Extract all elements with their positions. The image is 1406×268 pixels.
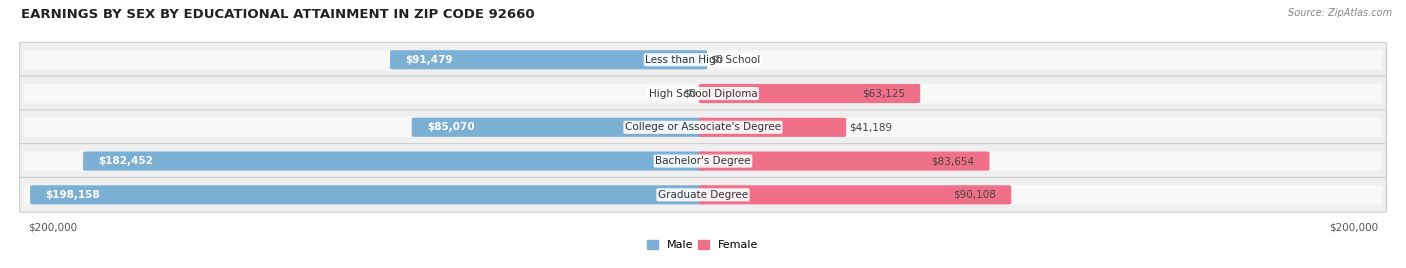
FancyBboxPatch shape — [699, 84, 920, 103]
FancyBboxPatch shape — [389, 50, 707, 69]
Text: EARNINGS BY SEX BY EDUCATIONAL ATTAINMENT IN ZIP CODE 92660: EARNINGS BY SEX BY EDUCATIONAL ATTAINMEN… — [21, 8, 534, 21]
FancyBboxPatch shape — [699, 185, 1011, 204]
FancyBboxPatch shape — [24, 185, 1382, 205]
FancyBboxPatch shape — [24, 117, 1382, 137]
Text: $91,479: $91,479 — [405, 55, 453, 65]
Legend: Male, Female: Male, Female — [643, 235, 763, 254]
Text: $85,070: $85,070 — [427, 122, 475, 132]
Text: $90,108: $90,108 — [953, 190, 995, 200]
Text: Bachelor's Degree: Bachelor's Degree — [655, 156, 751, 166]
Text: $0: $0 — [683, 88, 696, 99]
Text: $63,125: $63,125 — [862, 88, 905, 99]
Text: $200,000: $200,000 — [28, 222, 77, 232]
Text: $200,000: $200,000 — [1329, 222, 1378, 232]
FancyBboxPatch shape — [20, 110, 1386, 145]
FancyBboxPatch shape — [24, 50, 1382, 70]
Text: $83,654: $83,654 — [931, 156, 974, 166]
FancyBboxPatch shape — [699, 151, 990, 171]
Text: High School Diploma: High School Diploma — [648, 88, 758, 99]
FancyBboxPatch shape — [412, 118, 707, 137]
FancyBboxPatch shape — [30, 185, 707, 204]
Text: Graduate Degree: Graduate Degree — [658, 190, 748, 200]
Text: Less than High School: Less than High School — [645, 55, 761, 65]
FancyBboxPatch shape — [24, 84, 1382, 103]
FancyBboxPatch shape — [20, 42, 1386, 77]
Text: Source: ZipAtlas.com: Source: ZipAtlas.com — [1288, 8, 1392, 18]
Text: $0: $0 — [710, 55, 723, 65]
FancyBboxPatch shape — [24, 151, 1382, 171]
Text: $198,158: $198,158 — [45, 190, 100, 200]
FancyBboxPatch shape — [83, 151, 707, 171]
FancyBboxPatch shape — [699, 118, 846, 137]
Text: $182,452: $182,452 — [98, 156, 153, 166]
Text: College or Associate's Degree: College or Associate's Degree — [626, 122, 780, 132]
FancyBboxPatch shape — [20, 76, 1386, 111]
Text: $41,189: $41,189 — [849, 122, 893, 132]
FancyBboxPatch shape — [20, 177, 1386, 212]
FancyBboxPatch shape — [20, 144, 1386, 178]
